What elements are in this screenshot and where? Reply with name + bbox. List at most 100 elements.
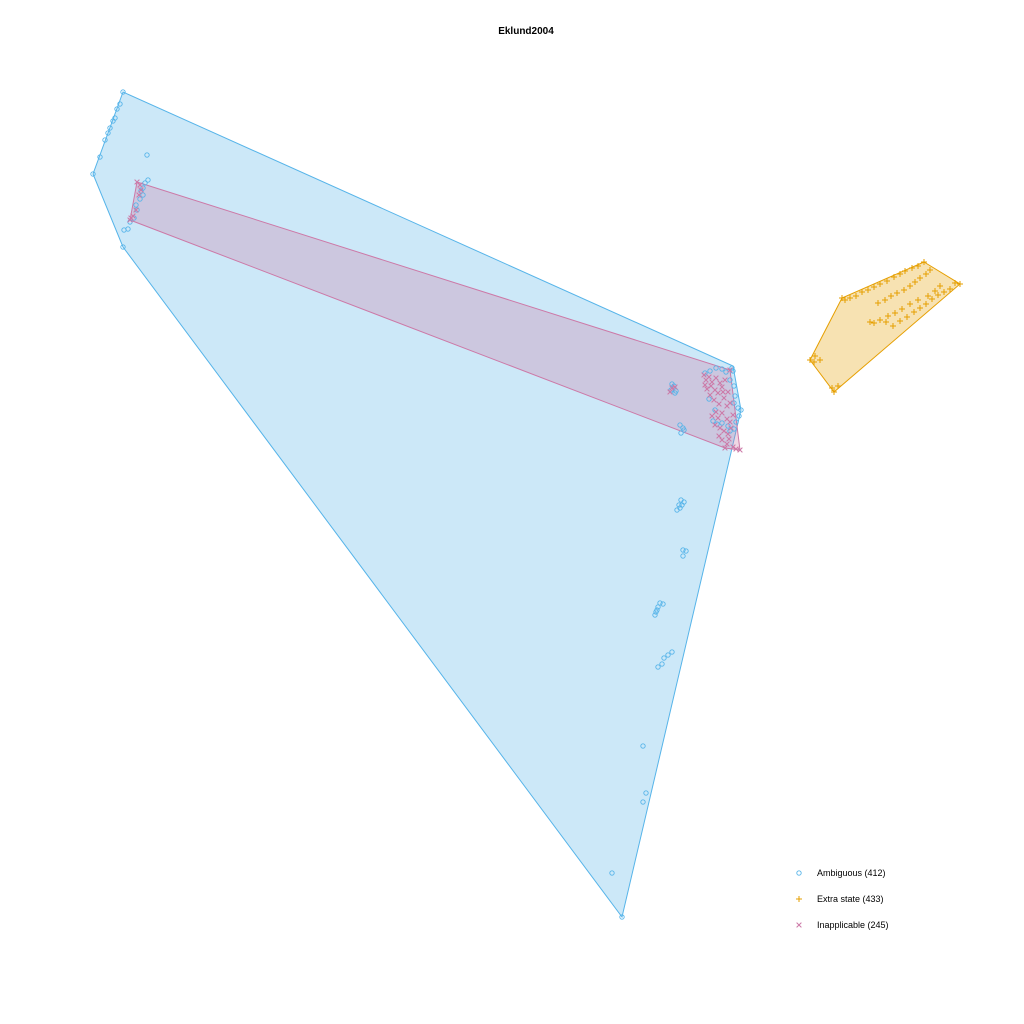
point-cross [733,446,739,452]
point-circle [660,601,666,607]
point-plus [915,297,921,303]
point-plus [921,259,927,265]
point-circle [719,420,725,426]
point-cross [721,428,727,434]
point-circle [134,207,140,213]
point-cross [711,397,717,403]
point-plus [937,283,943,289]
point-cross [136,192,142,198]
point-circle [738,407,744,413]
point-plus [811,359,817,365]
point-cross [712,422,718,428]
point-cross [709,413,715,419]
point-plus [952,280,958,286]
point-plus [829,385,835,391]
point-plus [831,389,837,395]
point-circle [681,427,687,433]
point-cross [704,386,710,392]
point-cross [669,385,675,391]
point-circle [736,413,742,419]
point-circle [719,366,725,372]
legend-label: Inapplicable (245) [817,920,889,930]
point-circle [105,130,111,136]
point-circle [680,547,686,553]
legend-label: Extra state (433) [817,894,884,904]
point-circle [727,377,733,383]
point-cross [713,375,719,381]
point-circle [117,101,123,107]
point-circle [729,365,735,371]
point-cross [706,374,712,380]
point-plus [894,290,900,296]
point-cross [727,367,733,373]
legend-marker-circle [796,870,802,876]
point-plus [917,275,923,281]
point-cross [730,412,736,418]
point-plus [917,305,923,311]
point-cross [667,389,673,395]
point-cross [730,444,736,450]
point-cross [722,445,728,451]
point-circle [732,393,738,399]
point-plus [912,279,918,285]
point-plus [891,274,897,280]
point-circle [643,790,649,796]
point-circle [657,600,663,606]
point-circle [673,388,679,394]
point-plus [927,267,933,273]
point-plus [877,281,883,287]
point-cross [672,384,678,390]
point-circle [619,914,625,920]
point-plus [929,296,935,302]
point-circle [683,548,689,554]
point-plus [907,301,913,307]
point-cross [727,419,733,425]
point-plus [847,295,853,301]
point-plus [835,383,841,389]
point-plus [947,286,953,292]
point-plus [888,293,894,299]
point-circle [114,106,120,112]
point-plus [892,310,898,316]
point-circle [668,387,674,393]
point-circle [676,502,682,508]
point-cross [720,389,726,395]
point-plus [904,314,910,320]
point-cross [728,425,734,431]
hull-plus [809,261,961,393]
point-cross [128,215,134,221]
point-circle [120,89,126,95]
point-plus [915,263,921,269]
point-plus [875,300,881,306]
chart-title: Eklund2004 [498,26,554,37]
point-circle [140,192,146,198]
point-circle [102,137,108,143]
point-cross [716,401,722,407]
point-circle [609,870,615,876]
point-circle [678,430,684,436]
point-circle [110,118,116,124]
point-plus [807,357,813,363]
point-plus [890,323,896,329]
legend: Ambiguous (412) Extra state (433) Inapplic… [796,868,889,930]
point-plus [901,287,907,293]
point-circle [731,383,737,389]
point-plus [865,287,871,293]
point-plus [812,353,818,359]
point-plus [909,265,915,271]
point-cross [719,384,725,390]
point-plus [877,317,883,323]
point-plus [941,289,947,295]
point-plus [925,293,931,299]
point-cross [726,436,732,442]
point-cross [719,437,725,443]
point-cross [721,395,727,401]
point-cross [724,441,730,447]
point-circle [713,365,719,371]
point-cross [137,182,143,188]
group-hulls [92,91,961,919]
legend-marker-cross [796,922,802,928]
point-circle [669,649,675,655]
point-circle [655,664,661,670]
point-circle [661,655,667,661]
